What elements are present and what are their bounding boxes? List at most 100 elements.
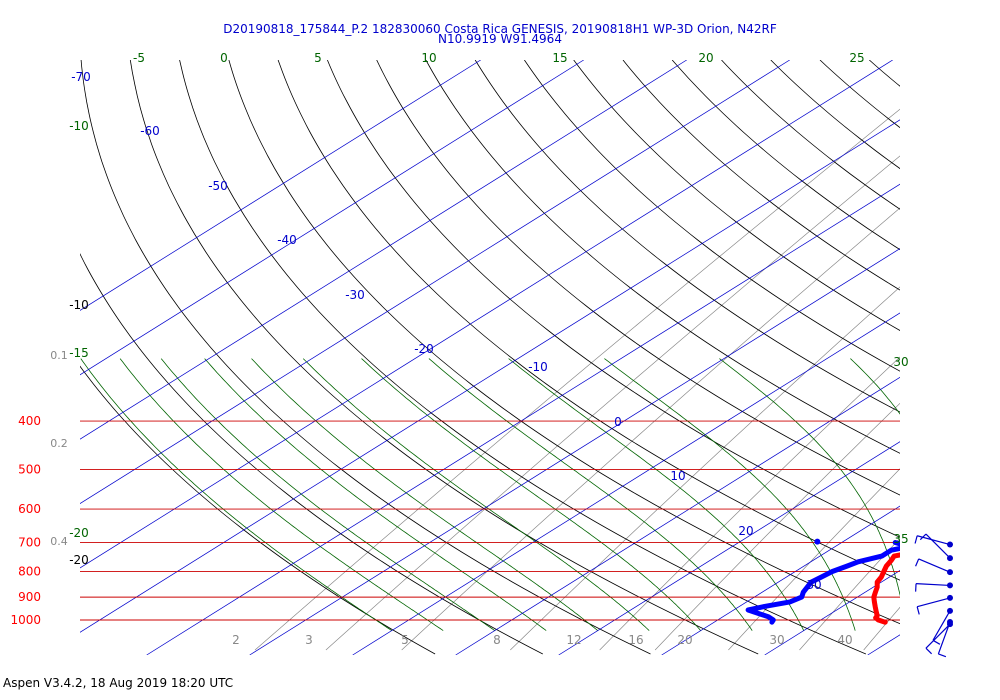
left-theta-label: -20 xyxy=(69,553,89,567)
dry-adiabat xyxy=(80,253,543,655)
isotherm-line xyxy=(661,505,900,655)
wind-barbs xyxy=(914,533,953,658)
dry-adiabat xyxy=(968,60,1000,654)
mixing-ratio-line xyxy=(948,60,1000,650)
isotherm-label: -50 xyxy=(208,179,228,193)
isotherm-label: 10 xyxy=(670,469,685,483)
pressure-label-700: 700 xyxy=(18,536,41,550)
moist-adiabat xyxy=(302,358,650,631)
mixing-ratio-bottom-label: 40 xyxy=(837,633,852,647)
top-dewpoint-label: -5 xyxy=(133,51,145,65)
wind-barb-station-dot xyxy=(947,582,953,589)
mixing-ratio-line xyxy=(728,468,900,651)
top-dewpoint-label: 10 xyxy=(421,51,436,65)
mixing-ratio-line xyxy=(654,402,900,651)
moist-side-label: 35 xyxy=(893,532,908,546)
wind-barb-staff xyxy=(932,610,951,641)
moist-side-label: 30 xyxy=(893,355,908,369)
pressure-label-600: 600 xyxy=(18,502,41,516)
isotherm-label: -30 xyxy=(345,288,365,302)
dry-adiabat xyxy=(671,60,900,251)
isotherm-line xyxy=(80,119,900,633)
wind-barb-staff xyxy=(916,583,951,587)
dry-adiabat xyxy=(80,365,436,655)
isotherm-line xyxy=(80,60,687,440)
isotherm-line xyxy=(971,60,1000,655)
wind-barb-feather xyxy=(916,606,920,615)
mixing-ratio-line xyxy=(254,108,900,651)
isotherm-label: 30 xyxy=(806,578,821,592)
top-dewpoint-label: 0 xyxy=(220,51,228,65)
wind-barb xyxy=(915,558,953,576)
dry-adiabat xyxy=(524,60,900,372)
moist-adiabat xyxy=(204,358,547,631)
wind-barb xyxy=(915,582,953,592)
wind-barb-station-dot xyxy=(947,555,953,562)
dry-adiabat xyxy=(721,60,900,210)
mixing-ratio-side-label: 0.4 xyxy=(50,535,68,548)
wind-barb-staff xyxy=(917,597,951,608)
mixing-ratio-line xyxy=(510,286,900,651)
mixing-ratio-bottom-label: 30 xyxy=(769,633,784,647)
mixing-ratio-line xyxy=(401,207,900,651)
wind-barb-feather xyxy=(915,558,920,567)
wind-barb-feather xyxy=(932,639,941,645)
dry-adiabat xyxy=(474,60,900,413)
dry-adiabat xyxy=(277,60,900,581)
mixing-ratio-line xyxy=(599,356,900,651)
wind-barb-station-dot xyxy=(947,607,953,614)
mixing-ratio-side-label: 0.1 xyxy=(50,349,68,362)
isotherm-line xyxy=(80,60,481,311)
moist-adiabat xyxy=(361,358,701,631)
moist-adiabat xyxy=(251,358,598,631)
wind-barb xyxy=(919,533,953,562)
mixing-ratio-bottom-label: 20 xyxy=(677,633,692,647)
moist-side-label: -15 xyxy=(69,346,89,360)
moist-adiabat-lines xyxy=(80,358,900,631)
top-dewpoint-label: 5 xyxy=(314,51,322,65)
mixing-ratio-bottom-label: 8 xyxy=(493,633,501,647)
wind-barb-station-dot xyxy=(947,541,953,548)
moist-adiabat xyxy=(508,358,805,631)
mixing-ratio-bottom-label: 12 xyxy=(566,633,581,647)
dewpoint-outlier-point xyxy=(814,538,821,545)
wind-barb-station-dot xyxy=(947,621,953,628)
isobar-lines xyxy=(80,420,900,621)
mixing-ratio-line xyxy=(863,606,900,651)
isotherm-line xyxy=(80,60,584,376)
pressure-label-1000: 1000 xyxy=(10,613,41,627)
dry-adiabat xyxy=(327,60,900,538)
mixing-ratio-bottom-label: 5 xyxy=(401,633,409,647)
dry-adiabat xyxy=(919,60,1000,654)
chart-title-line1: D20190818_175844_P.2 182830060 Costa Ric… xyxy=(223,22,777,36)
moist-adiabat xyxy=(119,358,444,631)
isotherm-line xyxy=(80,60,790,504)
wind-barb-station-dot xyxy=(947,594,953,601)
mixing-ratio-bottom-label: 16 xyxy=(628,633,643,647)
footer-version: Aspen V3.4.2, 18 Aug 2019 18:20 UTC xyxy=(3,676,234,690)
sounding-profiles xyxy=(745,538,900,625)
isotherm-label: -20 xyxy=(414,342,434,356)
top-dewpoint-label: 20 xyxy=(698,51,713,65)
isotherm-line xyxy=(249,248,900,655)
isotherm-line xyxy=(80,60,893,569)
isotherm-line xyxy=(558,441,900,655)
moist-adiabat xyxy=(604,358,856,631)
top-dewpoint-label: 15 xyxy=(552,51,567,65)
isotherm-line xyxy=(146,183,900,655)
isotherm-line xyxy=(455,376,900,655)
dry-adiabat xyxy=(425,60,900,454)
isotherm-label: -70 xyxy=(71,70,91,84)
isotherm-label: -10 xyxy=(528,360,548,374)
dry-adiabat xyxy=(228,60,900,625)
wind-barb xyxy=(925,621,953,655)
top-dewpoint-label: 25 xyxy=(849,51,864,65)
wind-barb-staff xyxy=(937,621,951,655)
isotherm-line xyxy=(764,570,900,655)
dry-adiabat xyxy=(80,60,651,655)
dry-adiabat xyxy=(376,60,900,496)
temperature-profile xyxy=(871,552,900,625)
isotherm-label: -60 xyxy=(140,124,160,138)
mixing-ratio-line xyxy=(325,155,900,651)
